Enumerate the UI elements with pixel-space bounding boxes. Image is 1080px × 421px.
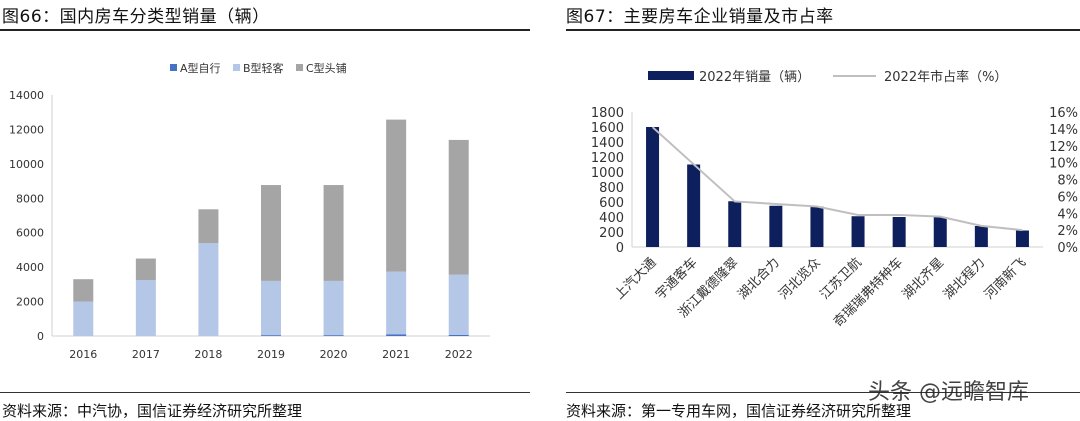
left-bar-B型轻客-2021 [386, 272, 406, 335]
left-bar-C型头铺-2020 [324, 185, 344, 281]
left-legend-label: C型头铺 [306, 61, 347, 75]
right-bar-河北览众 [810, 207, 823, 248]
left-x-tick-label: 2019 [257, 348, 285, 361]
right-y-tick-label: 800 [599, 181, 624, 196]
left-legend-swatch [296, 64, 303, 71]
left-bar-B型轻客-2020 [324, 281, 344, 335]
right-y2-tick-label: 2% [1057, 224, 1078, 239]
left-y-tick-label: 8000 [16, 192, 44, 205]
left-y-tick-label: 0 [37, 330, 44, 343]
right-y-tick-label: 0 [616, 241, 624, 256]
left-legend-swatch [170, 64, 177, 71]
right-x-tick-label: 湖北齐星 [899, 255, 947, 303]
right-y-tick-label: 1400 [591, 136, 624, 151]
right-y-tick-label: 1000 [591, 166, 624, 181]
left-bar-C型头铺-2018 [198, 209, 218, 243]
left-bar-C型头铺-2019 [261, 185, 281, 281]
left-x-tick-label: 2017 [132, 348, 160, 361]
right-bar-上汽大通 [646, 127, 659, 247]
right-y-tick-label: 1800 [591, 106, 624, 121]
left-y-tick-label: 6000 [16, 227, 44, 240]
right-x-tick-label: 湖北合力 [735, 255, 782, 302]
right-y-tick-label: 400 [599, 211, 624, 226]
right-y2-tick-label: 6% [1057, 190, 1078, 205]
right-y2-tick-label: 4% [1057, 207, 1078, 222]
right-x-tick-label: 河北览众 [776, 255, 824, 303]
right-bar-宇通客车 [687, 165, 700, 248]
left-bar-A型自行-2020 [324, 335, 344, 336]
left-legend-label: B型轻客 [243, 61, 284, 75]
right-line-market-share [653, 127, 1023, 230]
right-y-tick-label: 200 [599, 226, 624, 241]
left-x-tick-label: 2016 [69, 348, 97, 361]
right-bar-湖北合力 [769, 206, 782, 247]
left-source-rule [0, 392, 530, 393]
right-legend-bar-label: 2022年销量（辆） [699, 70, 810, 85]
left-bar-C型头铺-2016 [73, 279, 93, 301]
left-bar-B型轻客-2017 [136, 280, 156, 336]
right-bar-湖北齐星 [934, 217, 947, 247]
right-y-tick-label: 600 [599, 196, 624, 211]
right-legend-line-label: 2022年市占率（%） [884, 69, 1007, 85]
right-y2-tick-label: 16% [1049, 106, 1078, 121]
right-bar-奇瑞瑞弗特种车 [893, 217, 906, 247]
left-y-tick-label: 10000 [9, 158, 44, 171]
left-bar-C型头铺-2022 [449, 140, 469, 275]
left-bar-B型轻客-2019 [261, 281, 281, 335]
left-bar-C型头铺-2017 [136, 259, 156, 281]
left-source-note: 资料来源：中汽协，国信证券经济研究所整理 [2, 400, 302, 421]
left-bar-A型自行-2022 [449, 335, 469, 336]
right-bar-浙江戴德隆翠 [728, 201, 741, 247]
left-legend-label: A型自行 [180, 61, 221, 75]
left-x-tick-label: 2020 [320, 348, 348, 361]
right-x-tick-label: 河南新飞 [981, 255, 1029, 303]
left-bar-B型轻客-2022 [449, 275, 469, 335]
right-legend-bar-swatch [648, 71, 694, 80]
right-y-tick-label: 1600 [591, 121, 624, 136]
right-x-tick-label: 湖北程力 [941, 255, 988, 302]
right-bar-湖北程力 [975, 226, 988, 247]
right-y2-tick-label: 8% [1057, 174, 1078, 189]
left-x-tick-label: 2022 [445, 348, 473, 361]
right-bar-江苏卫航 [852, 216, 865, 247]
right-bar-河南新飞 [1016, 231, 1029, 248]
left-bar-B型轻客-2018 [198, 243, 218, 336]
right-y-tick-label: 1200 [591, 151, 624, 166]
right-source-note: 资料来源：第一专用车网，国信证券经济研究所整理 [566, 400, 911, 421]
watermark: 头条 @远瞻智库 [868, 374, 1029, 406]
right-y2-tick-label: 0% [1057, 241, 1078, 256]
right-x-tick-label: 上汽大通 [612, 255, 659, 302]
right-y2-tick-label: 10% [1049, 157, 1078, 172]
left-y-tick-label: 12000 [9, 123, 44, 136]
left-bar-A型自行-2021 [386, 334, 406, 336]
left-x-tick-label: 2018 [194, 348, 222, 361]
right-y2-tick-label: 14% [1049, 123, 1078, 138]
right-y2-tick-label: 12% [1049, 140, 1078, 155]
left-bar-A型自行-2019 [261, 335, 281, 336]
left-y-tick-label: 4000 [16, 261, 44, 274]
right-x-tick-label: 奇瑞瑞弗特种车 [830, 255, 906, 331]
left-y-tick-label: 2000 [16, 296, 44, 309]
left-x-tick-label: 2021 [382, 348, 410, 361]
left-bar-B型轻客-2016 [73, 302, 93, 336]
left-y-tick-label: 14000 [9, 89, 44, 102]
left-legend-swatch [233, 64, 240, 71]
left-bar-C型头铺-2021 [386, 120, 406, 272]
